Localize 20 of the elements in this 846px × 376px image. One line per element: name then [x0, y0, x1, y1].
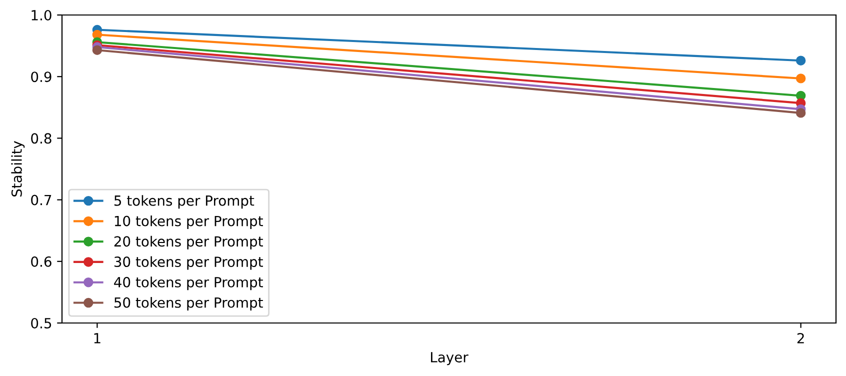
x-axis-title: Layer: [431, 352, 468, 366]
point: [796, 74, 806, 84]
x-tick-label: 1: [94, 333, 100, 344]
y-tick-label: 0.6: [31, 256, 52, 267]
legend-label: 5 tokens per Prompt: [114, 195, 254, 209]
legend-label: 20 tokens per Prompt: [114, 236, 263, 250]
y-tick-label: 0.9: [31, 72, 52, 82]
legend-label: 40 tokens per Prompt: [114, 276, 263, 290]
y-tick-label: 0.8: [31, 133, 52, 144]
y-tick-label: 1.0: [32, 10, 52, 20]
point: [92, 45, 102, 55]
legend-label: 30 tokens per Prompt: [114, 256, 263, 270]
y-tick-label: 0.7: [31, 194, 52, 206]
point: [796, 108, 806, 118]
y-axis-title: Stability: [11, 141, 25, 196]
legend-label: 50 tokens per Prompt: [114, 297, 263, 310]
legend-label: 10 tokens per Prompt: [114, 216, 263, 229]
x-tick-label: 2: [797, 332, 804, 344]
y-tick-label: 0.5: [31, 318, 52, 328]
point: [796, 56, 806, 66]
